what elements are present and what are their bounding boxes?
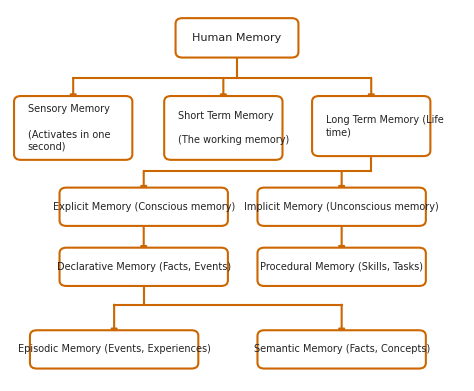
Text: Semantic Memory (Facts, Concepts): Semantic Memory (Facts, Concepts) — [254, 344, 430, 354]
FancyBboxPatch shape — [257, 188, 426, 226]
FancyBboxPatch shape — [30, 330, 198, 369]
FancyBboxPatch shape — [60, 188, 228, 226]
FancyBboxPatch shape — [257, 248, 426, 286]
Text: Explicit Memory (Conscious memory): Explicit Memory (Conscious memory) — [53, 202, 235, 212]
Text: Implicit Memory (Unconscious memory): Implicit Memory (Unconscious memory) — [244, 202, 439, 212]
FancyBboxPatch shape — [164, 96, 283, 160]
Text: Short Term Memory

(The working memory): Short Term Memory (The working memory) — [178, 111, 289, 145]
Text: Procedural Memory (Skills, Tasks): Procedural Memory (Skills, Tasks) — [260, 262, 423, 272]
Text: Sensory Memory

(Activates in one
second): Sensory Memory (Activates in one second) — [27, 104, 110, 152]
FancyBboxPatch shape — [14, 96, 132, 160]
FancyBboxPatch shape — [312, 96, 430, 156]
Text: Long Term Memory (Life
time): Long Term Memory (Life time) — [326, 115, 444, 137]
FancyBboxPatch shape — [60, 248, 228, 286]
Text: Human Memory: Human Memory — [192, 33, 282, 43]
FancyBboxPatch shape — [257, 330, 426, 369]
FancyBboxPatch shape — [175, 18, 299, 57]
Text: Declarative Memory (Facts, Events): Declarative Memory (Facts, Events) — [57, 262, 231, 272]
Text: Episodic Memory (Events, Experiences): Episodic Memory (Events, Experiences) — [18, 344, 210, 354]
